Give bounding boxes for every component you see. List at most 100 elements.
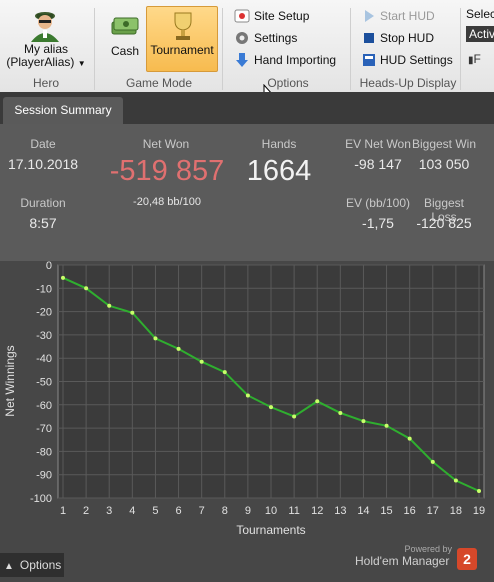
stop-icon [364,33,374,43]
game-mode-group: Cash Tournament Game Mode [98,0,220,92]
duration-label: Duration [20,196,66,210]
tab-session-summary[interactable]: Session Summary [3,97,123,124]
hand-importing-label: Hand Importing [254,53,337,67]
divider [94,8,95,90]
hero-name[interactable]: My alias [23,42,68,56]
y-tick-label: -100 [30,493,52,505]
y-tick-label: -50 [36,377,52,389]
data-point [315,399,320,404]
chevron-up-icon: ▲ [4,561,14,572]
x-tick-label: 8 [222,505,228,517]
game-mode-group-label: Game Mode [125,76,193,90]
stop-hud-label: Stop HUD [380,31,435,45]
x-tick-label: 2 [83,505,89,517]
net-won-value: -519 857 [109,155,225,187]
tournament-label: Tournament [150,43,214,57]
hands-label: Hands [261,137,297,151]
biggest-loss-value: -120 825 [416,215,472,231]
cash-button[interactable]: Cash [102,6,148,72]
cash-icon [111,17,139,35]
gear-icon [236,32,248,44]
y-tick-label: -60 [36,400,52,412]
hero-group-label: Hero [32,76,59,90]
data-point [292,414,297,419]
ev-bb100-label: EV (bb/100) [345,196,411,210]
x-tick-label: 10 [265,505,277,517]
x-tick-label: 14 [357,505,369,517]
hero-avatar-icon [31,12,59,42]
biggest-win-value: 103 050 [418,156,470,172]
stop-hud-button[interactable]: Stop HUD [362,28,434,48]
ev-net-won-label: EV Net Won [345,137,411,151]
biggest-loss-label: Biggest Loss [423,196,465,224]
hud-group-label: Heads-Up Display [359,76,457,90]
settings-label: Settings [254,31,298,45]
x-tick-label: 7 [199,505,205,517]
x-tick-label: 12 [311,505,323,517]
duration-value: 8:57 [29,215,57,231]
select-dropdown[interactable]: Activ [466,26,494,42]
settings-button[interactable]: Settings [234,28,297,48]
powered-by-text: Powered by [404,544,452,554]
y-tick-label: -80 [36,446,52,458]
x-tick-label: 5 [152,505,158,517]
net-won-label: Net Won [142,137,190,151]
data-point [245,393,250,398]
filter-icon: ▮ [468,55,474,66]
x-tick-label: 1 [60,505,66,517]
date-value: 17.10.2018 [7,156,79,172]
biggest-win-label: Biggest Win [411,137,477,151]
chevron-down-icon: ▼ [77,59,86,68]
data-point [453,478,458,483]
hud-settings-button[interactable]: HUD Settings [362,50,453,70]
hero-alias-dropdown[interactable]: (PlayerAlias) ▼ [0,56,92,70]
session-summary-panel: Date 17.10.2018 Net Won -519 857 -20,48 … [0,124,494,261]
x-tick-label: 18 [450,505,462,517]
y-tick-label: -90 [36,470,52,482]
data-point [338,410,343,415]
hm2-logo-icon: 2 [457,548,477,570]
options-group-label: Options [267,76,309,90]
bb100-value: -20,48 bb/100 [133,196,201,208]
options-toggle-button[interactable]: ▲ Options [0,553,64,577]
divider [350,8,351,90]
y-tick-label: -30 [36,330,52,342]
date-label: Date [30,137,56,151]
filter-button[interactable]: ▮F [468,52,481,66]
ev-bb100-value: -1,75 [362,215,394,231]
data-point [130,310,135,315]
start-hud-label: Start HUD [380,9,435,23]
site-setup-icon [234,9,250,23]
x-tick-label: 19 [473,505,485,517]
brand-name: Hold'em Manager [355,554,450,568]
options-group: Site Setup Settings Hand Importing Optio… [226,0,350,92]
y-tick-label: -70 [36,423,52,435]
cash-label: Cash [110,44,139,58]
play-icon [365,10,374,22]
data-point [199,359,204,364]
x-tick-label: 9 [245,505,251,517]
data-point [384,423,389,428]
hand-importing-button[interactable]: Hand Importing [234,50,336,70]
data-point [430,459,435,464]
data-point [222,370,227,375]
hero-group[interactable]: My alias (PlayerAlias) ▼ Hero [0,0,92,92]
x-axis-label: Tournaments [236,523,305,537]
y-tick-label: -40 [36,353,52,365]
data-point [477,489,481,494]
x-tick-label: 15 [380,505,392,517]
import-arrow-icon [236,53,248,67]
divider [460,8,461,90]
filter-label: F [473,52,481,66]
x-tick-label: 4 [129,505,135,517]
trophy-icon [174,12,192,40]
y-tick-label: -10 [36,283,52,295]
ribbon: My alias (PlayerAlias) ▼ Hero Cash Tourn… [0,0,494,93]
site-setup-button[interactable]: Site Setup [234,6,309,26]
start-hud-button[interactable]: Start HUD [362,6,435,26]
x-ticks: 1 2 3 4 5 6 7 8 9 10 11 12 13 14 15 16 17 18 19 [60,505,485,517]
data-point [153,336,158,341]
tournament-button[interactable]: Tournament [146,6,218,72]
